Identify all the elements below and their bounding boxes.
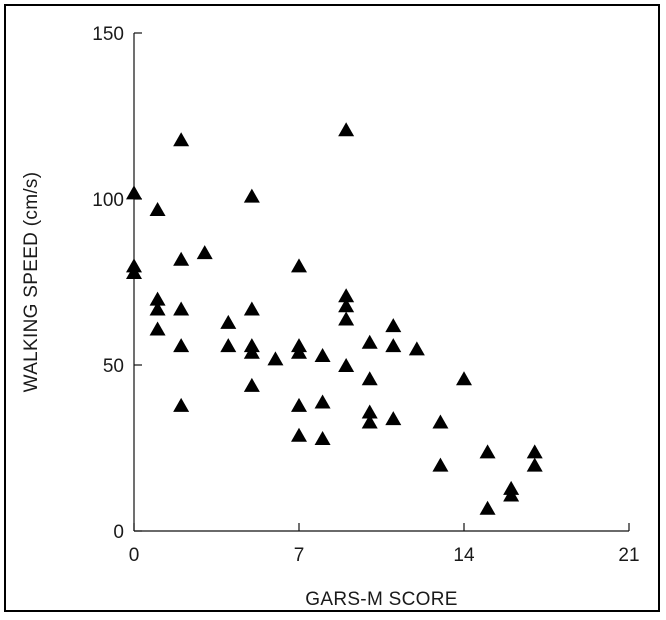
x-tick-label: 7 — [294, 545, 305, 566]
data-point-triangle — [338, 298, 355, 313]
data-point-triangle — [338, 288, 355, 303]
y-tick-label: 0 — [113, 522, 124, 543]
data-point-triangle — [173, 338, 190, 353]
data-point-triangle — [291, 427, 307, 442]
axes — [133, 33, 629, 532]
data-point-triangle — [479, 444, 496, 459]
data-point-triangle — [149, 301, 166, 316]
scatter-chart: 0 7 14 21 0 50 100 150 GARS-M SCORE WALKING SPE… — [21, 24, 640, 610]
data-point-triangle — [361, 371, 378, 386]
data-point-triangle — [173, 132, 190, 147]
data-point-triangle — [526, 444, 543, 459]
data-point-triangle — [220, 338, 237, 353]
x-tick-label: 14 — [453, 545, 475, 566]
axis-ticks — [133, 32, 630, 532]
data-point-triangle — [243, 344, 260, 359]
tick-labels: 0 7 14 21 0 50 100 150 — [92, 24, 639, 566]
data-point-triangle — [126, 185, 142, 200]
data-point-triangle — [267, 351, 284, 366]
data-point-triangle — [432, 457, 449, 472]
data-points — [126, 122, 543, 515]
data-point-triangle — [526, 457, 543, 472]
x-axis-label: GARS-M SCORE — [305, 589, 457, 610]
figure-frame: 0 7 14 21 0 50 100 150 GARS-M SCORE WALKING SPE… — [4, 4, 660, 612]
data-point-triangle — [220, 314, 237, 329]
data-point-triangle — [338, 122, 355, 137]
data-point-triangle — [173, 397, 190, 412]
data-point-triangle — [243, 301, 260, 316]
data-point-triangle — [291, 397, 307, 412]
data-point-triangle — [126, 265, 142, 280]
data-point-triangle — [173, 251, 190, 266]
data-point-triangle — [291, 258, 307, 273]
data-point-triangle — [361, 334, 378, 349]
data-point-triangle — [361, 404, 378, 419]
data-point-triangle — [408, 341, 425, 356]
data-point-triangle — [385, 318, 402, 333]
x-tick-label: 0 — [129, 545, 140, 566]
data-point-triangle — [243, 188, 260, 203]
data-point-triangle — [196, 245, 213, 260]
data-point-triangle — [291, 344, 307, 359]
data-point-triangle — [361, 414, 378, 429]
x-tick-label: 21 — [618, 545, 639, 566]
data-point-triangle — [243, 377, 260, 392]
data-point-triangle — [456, 371, 472, 386]
data-point-triangle — [479, 500, 496, 515]
data-point-triangle — [314, 348, 331, 363]
data-point-triangle — [149, 321, 166, 336]
y-tick-label: 50 — [103, 356, 124, 377]
data-point-triangle — [149, 291, 166, 306]
data-point-triangle — [338, 311, 355, 326]
y-tick-label: 150 — [92, 24, 124, 45]
data-point-triangle — [385, 338, 402, 353]
y-tick-label: 100 — [92, 190, 124, 211]
y-axis-label: WALKING SPEED (cm/s) — [21, 172, 42, 393]
data-point-triangle — [149, 201, 166, 216]
data-point-triangle — [173, 301, 190, 316]
data-point-triangle — [314, 431, 331, 446]
data-point-triangle — [385, 411, 402, 426]
data-point-triangle — [432, 414, 449, 429]
data-point-triangle — [338, 358, 355, 372]
data-point-triangle — [314, 394, 331, 409]
data-point-triangle — [503, 487, 520, 502]
